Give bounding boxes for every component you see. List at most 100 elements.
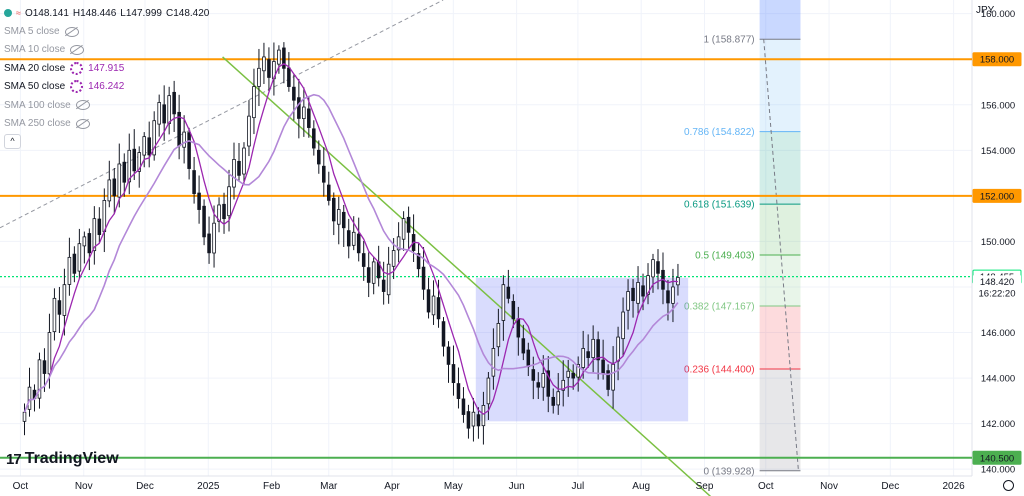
currency-label[interactable]: JPY xyxy=(976,5,995,16)
x-tick-label: Sep xyxy=(696,481,714,492)
indicator-row[interactable]: SMA 20 close 147.915 xyxy=(4,59,209,77)
candle-body xyxy=(346,230,351,247)
hidden-eye-icon[interactable] xyxy=(75,100,90,111)
indicator-settings-icon[interactable] xyxy=(70,80,84,94)
candle-body xyxy=(511,300,516,320)
sma-50-line xyxy=(23,93,679,413)
y-tick-label: 140.000 xyxy=(981,465,1015,476)
candle-body xyxy=(302,106,306,120)
x-tick-label: Nov xyxy=(820,481,838,492)
x-tick-label: Nov xyxy=(75,481,93,492)
indicator-row[interactable]: SMA 5 close xyxy=(4,22,209,40)
candle-body xyxy=(287,67,291,87)
wave-icon[interactable]: ≈ xyxy=(16,8,21,19)
candle-body xyxy=(207,233,211,254)
candle-body xyxy=(317,149,321,165)
indicator-row[interactable]: SMA 250 close xyxy=(4,114,209,132)
candle-body xyxy=(416,253,421,270)
price-level-tag xyxy=(972,188,1022,203)
candle-body xyxy=(282,47,286,69)
hidden-eye-icon[interactable] xyxy=(70,44,85,55)
candle-body xyxy=(257,67,261,87)
ohlc-low: L147.999 xyxy=(120,7,162,19)
symbol-status-icon[interactable] xyxy=(4,9,12,18)
candle-body xyxy=(127,149,132,183)
candle-body xyxy=(307,108,311,128)
candle-body xyxy=(237,160,241,176)
candle-body xyxy=(486,377,491,405)
candle-body xyxy=(591,338,595,358)
logo-mark-icon: 17 xyxy=(6,450,22,468)
candle-body xyxy=(556,391,561,406)
candle-body xyxy=(27,386,32,410)
indicator-row[interactable]: SMA 10 close xyxy=(4,41,209,59)
candle-body xyxy=(496,323,501,348)
fib-zone xyxy=(759,39,801,132)
x-tick-label: Feb xyxy=(263,481,281,492)
tradingview-logo[interactable]: 17 TradingView xyxy=(6,450,119,468)
candle-body xyxy=(262,56,266,72)
candle-body xyxy=(601,359,605,374)
candle-body xyxy=(576,364,580,378)
candle-body xyxy=(87,233,92,254)
candle-body xyxy=(546,370,551,397)
indicator-value: 146.242 xyxy=(88,81,125,93)
fib-zone xyxy=(759,368,801,471)
fib-zone-extension xyxy=(759,0,801,40)
candle-body xyxy=(157,102,161,125)
candle-body xyxy=(386,263,391,296)
candle-body xyxy=(132,148,137,172)
fib-level-label: 0.786 (154.822) xyxy=(684,127,755,138)
price-level-tag-label: 152.000 xyxy=(980,191,1014,202)
candle-body xyxy=(182,131,186,148)
candle-body xyxy=(586,351,590,358)
candle-body xyxy=(47,332,52,375)
collapse-legend-button[interactable]: ^ xyxy=(4,134,21,149)
candle-body xyxy=(641,285,645,297)
candle-body xyxy=(37,359,42,399)
indicator-label: SMA 5 close xyxy=(4,26,60,38)
fib-level-label: 0.236 (144.400) xyxy=(684,364,755,375)
indicator-settings-icon[interactable] xyxy=(70,61,84,75)
candle-body xyxy=(531,369,536,381)
x-tick-label: Aug xyxy=(632,481,650,492)
candle-body xyxy=(391,250,396,267)
hidden-eye-icon[interactable] xyxy=(64,26,79,37)
candle-body xyxy=(292,86,296,101)
candle-body xyxy=(341,211,346,229)
candle-body xyxy=(322,165,326,183)
fib-level-label: 0.382 (147.167) xyxy=(684,301,755,312)
candle-body xyxy=(446,346,451,365)
candle-body xyxy=(611,364,615,391)
indicator-row[interactable]: SMA 100 close xyxy=(4,96,209,114)
candle-body xyxy=(366,267,371,283)
countdown-label: 16:22:20 xyxy=(979,288,1016,299)
indicator-label: SMA 10 close xyxy=(4,44,66,56)
candle-body xyxy=(77,243,82,272)
fib-level-label: 0.5 (149.403) xyxy=(695,251,755,262)
ohlc-high: H148.446 xyxy=(72,7,117,19)
fib-zone xyxy=(759,255,801,306)
candle-body xyxy=(222,203,226,220)
settings-gear-icon[interactable] xyxy=(1003,480,1014,491)
y-tick-label: 150.000 xyxy=(981,237,1015,248)
candle-body xyxy=(22,411,27,422)
hidden-eye-icon[interactable] xyxy=(75,118,90,129)
candle-body xyxy=(336,209,341,225)
candle-body xyxy=(396,236,401,251)
candle-body xyxy=(421,266,426,290)
candle-body xyxy=(112,178,117,197)
fib-trend-line xyxy=(763,39,799,471)
indicator-row[interactable]: SMA 50 close 146.242 xyxy=(4,78,209,96)
candle-body xyxy=(401,218,406,240)
candle-body xyxy=(521,338,526,354)
candle-body xyxy=(566,370,570,378)
candle-body xyxy=(217,204,221,222)
candle-body xyxy=(72,253,77,274)
candle-body xyxy=(82,236,87,247)
candle-body xyxy=(666,290,670,304)
candle-body xyxy=(227,186,231,217)
price-level-tag xyxy=(972,450,1022,465)
candle-body xyxy=(466,411,471,429)
